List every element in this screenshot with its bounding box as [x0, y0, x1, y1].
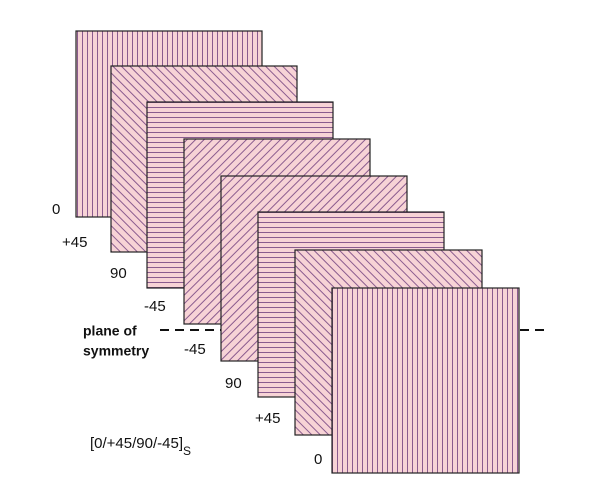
ply-label: 0 [314, 451, 322, 468]
ply-label: 90 [110, 265, 127, 282]
ply-label: 0 [52, 201, 60, 218]
layup-subscript: S [183, 444, 191, 458]
symmetry-label: symmetry [83, 343, 149, 359]
layup-notation: [0/+45/90/-45]S [90, 435, 191, 458]
ply-label: -45 [184, 341, 206, 358]
symmetry-label: plane of [83, 323, 137, 339]
ply-label: +45 [255, 410, 280, 427]
ply [331, 287, 520, 474]
ply-label: -45 [144, 298, 166, 315]
ply-label: 90 [225, 375, 242, 392]
layup-text: [0/+45/90/-45] [90, 435, 183, 452]
ply-label: +45 [62, 234, 87, 251]
